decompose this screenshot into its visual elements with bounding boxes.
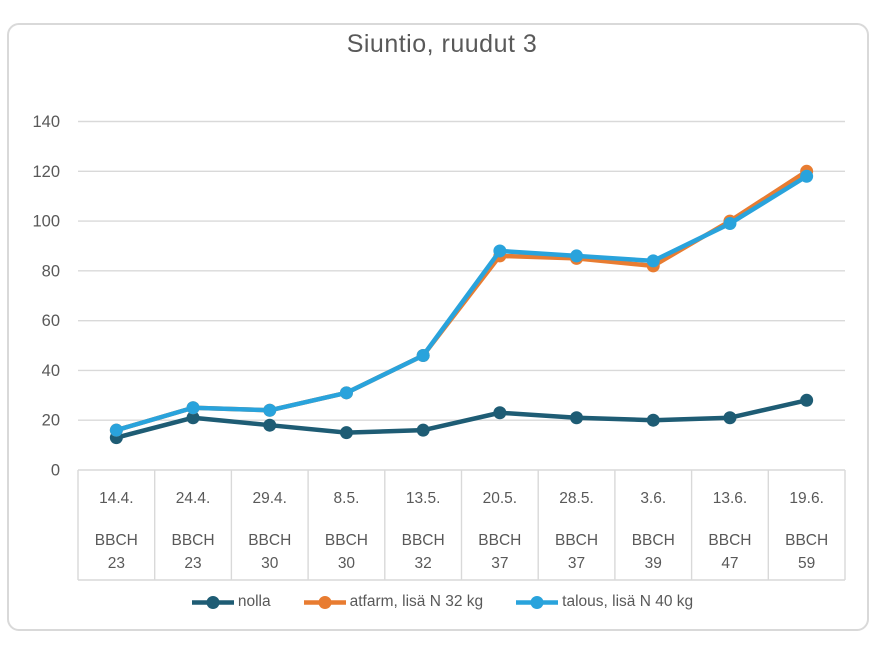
series-0-point	[723, 411, 737, 425]
y-tick-label: 120	[32, 163, 60, 181]
legend-item-2[interactable]: talous, lisä N 40 kg	[515, 593, 693, 611]
legend-label: atfarm, lisä N 32 kg	[349, 593, 484, 610]
chart-title: Siuntio, ruudut 3	[346, 30, 538, 58]
x-tick-bbch-label: BBCH	[325, 532, 368, 549]
x-tick-date-label: 14.4.	[99, 490, 133, 507]
series-0-point	[646, 413, 660, 427]
x-tick-bbch-label: BBCH	[555, 532, 598, 549]
series-2-point	[186, 401, 200, 415]
x-tick-bbch-stage-label: 37	[491, 555, 508, 572]
series-2-point	[570, 249, 584, 263]
x-tick-bbch-stage-label: 32	[415, 555, 432, 572]
series-2-point	[109, 423, 123, 437]
x-tick-bbch-stage-label: 39	[645, 555, 662, 572]
series-2-line	[114, 174, 809, 433]
legend-marker-icon	[303, 595, 346, 609]
chart-container	[7, 23, 869, 631]
x-tick-bbch-label: BBCH	[172, 532, 215, 549]
series-2-point	[493, 244, 507, 258]
series-0-point	[263, 418, 277, 432]
x-tick-date-label: 20.5.	[483, 490, 517, 507]
legend-marker-icon	[191, 595, 234, 609]
y-tick-label: 40	[42, 362, 60, 380]
x-tick-date-label: 13.5.	[406, 490, 440, 507]
series-0-point	[339, 426, 353, 440]
series-2-point	[339, 386, 353, 400]
legend-item-0[interactable]: nolla	[191, 593, 271, 611]
series-0-point	[416, 423, 430, 437]
legend-label: nolla	[237, 593, 271, 610]
x-tick-bbch-label: BBCH	[478, 532, 521, 549]
x-tick-bbch-stage-label: 37	[568, 555, 585, 572]
series-0-line	[114, 398, 809, 440]
x-tick-bbch-label: BBCH	[632, 532, 675, 549]
x-tick-bbch-stage-label: 59	[798, 555, 815, 572]
y-tick-label: 140	[32, 113, 60, 131]
x-tick-date-label: 8.5.	[334, 490, 360, 507]
y-tick-label: 60	[42, 312, 60, 330]
legend-label: talous, lisä N 40 kg	[562, 593, 694, 610]
x-tick-bbch-stage-label: 47	[721, 555, 738, 572]
series-0-point	[493, 406, 507, 420]
legend-item-1[interactable]: atfarm, lisä N 32 kg	[303, 593, 484, 611]
y-tick-label: 100	[32, 213, 60, 231]
series-0-point	[186, 411, 200, 425]
x-tick-bbch-stage-label: 30	[338, 555, 356, 572]
x-tick-bbch-stage-label: 23	[184, 555, 201, 572]
series-2-point	[800, 169, 814, 183]
series-2-point	[416, 348, 430, 362]
series-0-point	[800, 393, 814, 407]
series-2-point	[263, 403, 277, 417]
series-2-point	[646, 254, 660, 268]
x-tick-bbch-label: BBCH	[248, 532, 291, 549]
legend-marker-icon	[516, 595, 559, 609]
x-tick-date-label: 29.4.	[253, 490, 287, 507]
x-tick-bbch-label: BBCH	[402, 532, 445, 549]
x-tick-bbch-stage-label: 23	[108, 555, 125, 572]
x-tick-date-label: 28.5.	[559, 490, 593, 507]
x-tick-date-label: 3.6.	[640, 490, 666, 507]
x-tick-date-label: 13.6.	[713, 490, 747, 507]
x-tick-bbch-label: BBCH	[785, 532, 828, 549]
x-tick-bbch-label: BBCH	[95, 532, 138, 549]
x-tick-bbch-label: BBCH	[708, 532, 751, 549]
x-tick-date-label: 24.4.	[176, 490, 210, 507]
legend: nolla atfarm, lisä N 32 kg talous, lisä N …	[0, 593, 884, 611]
series-2-point	[723, 217, 737, 231]
y-tick-label: 20	[42, 412, 60, 430]
y-tick-label: 0	[51, 462, 60, 480]
y-tick-label: 80	[42, 262, 60, 280]
x-tick-bbch-stage-label: 30	[261, 555, 279, 572]
series-0-point	[570, 411, 584, 425]
x-tick-date-label: 19.6.	[789, 490, 823, 507]
